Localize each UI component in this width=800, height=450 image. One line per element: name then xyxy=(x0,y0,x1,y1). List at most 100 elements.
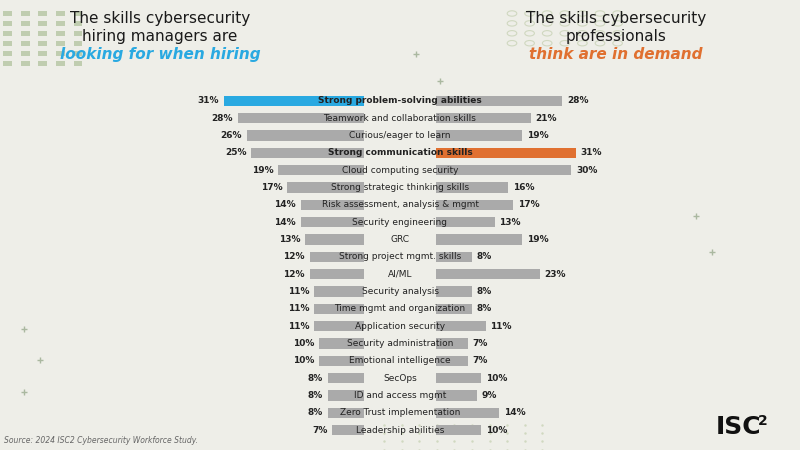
Bar xyxy=(436,304,472,314)
Text: 11%: 11% xyxy=(490,322,512,331)
Text: 28%: 28% xyxy=(211,114,233,123)
Text: 26%: 26% xyxy=(220,131,242,140)
Text: AI/ML: AI/ML xyxy=(388,270,412,279)
Text: ID and access mgmt: ID and access mgmt xyxy=(354,391,446,400)
Bar xyxy=(436,200,513,210)
Text: 28%: 28% xyxy=(567,96,589,105)
Text: 11%: 11% xyxy=(288,287,310,296)
Bar xyxy=(328,408,364,418)
Text: Risk assessment, analysis & mgmt: Risk assessment, analysis & mgmt xyxy=(322,200,478,209)
Text: 17%: 17% xyxy=(518,200,539,209)
Text: 13%: 13% xyxy=(499,218,521,227)
Bar xyxy=(436,182,508,193)
Bar xyxy=(224,96,364,106)
Text: 8%: 8% xyxy=(308,391,323,400)
Bar xyxy=(21,11,30,16)
Bar xyxy=(74,61,82,66)
Text: think are in demand: think are in demand xyxy=(530,47,702,62)
Bar xyxy=(436,286,472,297)
Text: Emotional intelligence: Emotional intelligence xyxy=(349,356,451,365)
Text: Security engineering: Security engineering xyxy=(353,218,447,227)
Text: Cloud computing security: Cloud computing security xyxy=(342,166,458,175)
Text: Curious/eager to learn: Curious/eager to learn xyxy=(350,131,450,140)
Bar xyxy=(21,61,30,66)
Bar xyxy=(21,31,30,36)
Text: 8%: 8% xyxy=(308,408,323,417)
Text: 25%: 25% xyxy=(225,148,246,157)
Text: 17%: 17% xyxy=(261,183,282,192)
Text: 14%: 14% xyxy=(274,218,296,227)
Bar xyxy=(38,11,47,16)
Bar xyxy=(319,356,364,366)
Bar xyxy=(3,41,12,46)
Bar xyxy=(436,165,571,176)
Bar xyxy=(328,390,364,400)
Bar xyxy=(436,130,522,141)
Bar xyxy=(278,165,364,176)
Text: 8%: 8% xyxy=(477,287,492,296)
Bar xyxy=(436,425,481,435)
Bar xyxy=(310,269,364,279)
Bar xyxy=(287,182,364,193)
Bar xyxy=(328,373,364,383)
Bar xyxy=(56,41,65,46)
Text: 19%: 19% xyxy=(252,166,274,175)
Bar xyxy=(436,113,531,123)
Bar xyxy=(436,269,540,279)
Text: 11%: 11% xyxy=(288,322,310,331)
Text: GRC: GRC xyxy=(390,235,410,244)
Text: 13%: 13% xyxy=(279,235,301,244)
Text: Leadership abilities: Leadership abilities xyxy=(356,426,444,435)
Text: 30%: 30% xyxy=(576,166,598,175)
Text: 16%: 16% xyxy=(513,183,534,192)
Text: 2: 2 xyxy=(758,414,767,428)
Bar xyxy=(436,356,468,366)
Bar xyxy=(310,252,364,262)
Bar xyxy=(436,408,499,418)
Text: The skills cybersecurity: The skills cybersecurity xyxy=(70,11,250,26)
Text: 8%: 8% xyxy=(308,374,323,382)
Bar xyxy=(21,51,30,56)
Text: 14%: 14% xyxy=(274,200,296,209)
Bar xyxy=(436,321,486,331)
Bar xyxy=(74,51,82,56)
Bar xyxy=(301,217,364,227)
Bar xyxy=(436,390,477,400)
Text: looking for when hiring: looking for when hiring xyxy=(60,47,260,62)
Bar xyxy=(3,21,12,26)
Bar xyxy=(38,51,47,56)
Bar xyxy=(306,234,364,245)
Text: 23%: 23% xyxy=(545,270,566,279)
Text: 31%: 31% xyxy=(198,96,219,105)
Text: hiring managers are: hiring managers are xyxy=(82,29,238,44)
Bar xyxy=(314,321,364,331)
Bar xyxy=(56,21,65,26)
Bar xyxy=(38,41,47,46)
Text: 19%: 19% xyxy=(526,131,548,140)
Text: Time mgmt and organization: Time mgmt and organization xyxy=(334,304,466,313)
Bar xyxy=(436,252,472,262)
Bar xyxy=(38,61,47,66)
Bar xyxy=(436,148,576,158)
Text: Zero Trust implementation: Zero Trust implementation xyxy=(340,408,460,417)
Bar xyxy=(56,61,65,66)
Text: Source: 2024 ISC2 Cybersecurity Workforce Study.: Source: 2024 ISC2 Cybersecurity Workforc… xyxy=(4,436,198,445)
Text: Security administration: Security administration xyxy=(347,339,453,348)
Text: 8%: 8% xyxy=(477,252,492,261)
Bar xyxy=(74,11,82,16)
Text: SecOps: SecOps xyxy=(383,374,417,382)
Bar xyxy=(251,148,364,158)
Text: professionals: professionals xyxy=(566,29,666,44)
Text: 14%: 14% xyxy=(504,408,526,417)
Text: 9%: 9% xyxy=(482,391,497,400)
Bar xyxy=(21,41,30,46)
Text: Teamwork and collaboration skills: Teamwork and collaboration skills xyxy=(323,114,477,123)
Text: 19%: 19% xyxy=(526,235,548,244)
Text: 10%: 10% xyxy=(293,356,314,365)
Text: 12%: 12% xyxy=(283,270,305,279)
Bar xyxy=(436,234,522,245)
Bar xyxy=(74,41,82,46)
Bar xyxy=(74,21,82,26)
Text: 11%: 11% xyxy=(288,304,310,313)
Text: Strong project mgmt. skills: Strong project mgmt. skills xyxy=(339,252,461,261)
